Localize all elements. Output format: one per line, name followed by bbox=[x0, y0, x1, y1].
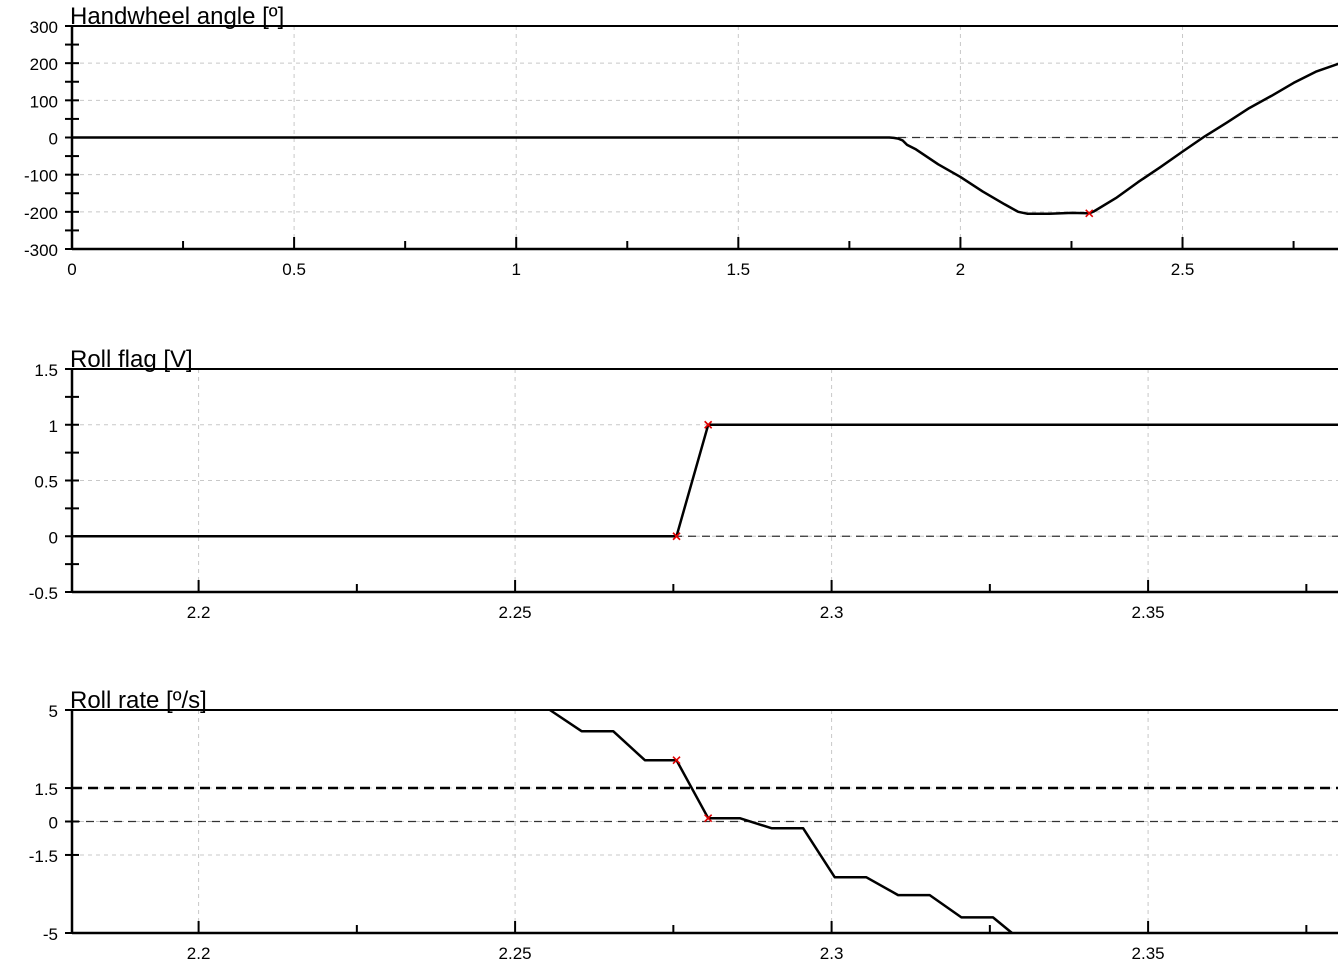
y-tick-label: 5 bbox=[49, 702, 58, 721]
x-tick-label: 2.25 bbox=[499, 944, 532, 963]
data-marker bbox=[704, 420, 713, 429]
x-tick-label: 2.3 bbox=[820, 603, 844, 622]
marker-stroke bbox=[672, 532, 681, 541]
x-tick-label: 2.35 bbox=[1132, 603, 1165, 622]
y-tick-label: 0 bbox=[49, 528, 58, 547]
chart-panel-1: 0 0.5 1 1.5 2 2.5 300 200 100 0 -100 -200 -300 Handwh… bbox=[24, 3, 1338, 279]
x-tick-label: 2.2 bbox=[187, 944, 211, 963]
chart-panel-3: 2.2 2.25 2.3 2.35 5 1.5 0 -1.5 -5 Roll rate [º/s] bbox=[29, 687, 1338, 963]
series-line bbox=[72, 62, 1338, 215]
x-tick-label: 0 bbox=[67, 260, 76, 279]
x-tick-label: 2.2 bbox=[187, 603, 211, 622]
marker-stroke bbox=[672, 756, 681, 765]
x-tick-label: 2.35 bbox=[1132, 944, 1165, 963]
chart-panel-2: 2.2 2.25 2.3 2.35 1.5 1 0.5 0 -0.5 Roll flag [V] bbox=[29, 346, 1338, 622]
y-tick-label: 1 bbox=[49, 417, 58, 436]
y-tick-label: 0 bbox=[49, 814, 58, 833]
y-tick-label: 0 bbox=[49, 130, 58, 149]
x-tick-label: 2 bbox=[956, 260, 965, 279]
x-tick-label: 1 bbox=[511, 260, 520, 279]
y-tick-label: -0.5 bbox=[29, 584, 58, 603]
y-tick-label: -5 bbox=[43, 925, 58, 944]
x-tick-label: 2.3 bbox=[820, 944, 844, 963]
y-tick-label: -300 bbox=[24, 241, 58, 260]
chart-title: Roll flag [V] bbox=[70, 346, 193, 373]
x-tick-label: 2.25 bbox=[499, 603, 532, 622]
y-tick-label: 200 bbox=[30, 55, 58, 74]
y-tick-label: 1.5 bbox=[34, 361, 58, 380]
data-marker bbox=[1085, 209, 1094, 218]
y-tick-label: 0.5 bbox=[34, 473, 58, 492]
y-tick-label: -100 bbox=[24, 167, 58, 186]
data-marker bbox=[704, 814, 713, 823]
y-tick-label: 300 bbox=[30, 18, 58, 37]
y-tick-label: 100 bbox=[30, 92, 58, 111]
series-line bbox=[72, 423, 1338, 538]
y-tick-label: -1.5 bbox=[29, 847, 58, 866]
x-tick-label: 2.5 bbox=[1171, 260, 1195, 279]
marker-stroke bbox=[1085, 209, 1094, 218]
chart-title: Handwheel angle [º] bbox=[70, 3, 284, 30]
marker-stroke bbox=[704, 814, 713, 823]
y-tick-label: 1.5 bbox=[34, 780, 58, 799]
y-tick-label: -200 bbox=[24, 204, 58, 223]
x-tick-label: 0.5 bbox=[282, 260, 306, 279]
x-tick-label: 1.5 bbox=[726, 260, 750, 279]
data-marker bbox=[672, 532, 681, 541]
marker-stroke bbox=[704, 420, 713, 429]
series-line bbox=[549, 708, 1013, 934]
data-marker bbox=[672, 756, 681, 765]
chart-title: Roll rate [º/s] bbox=[70, 687, 207, 714]
